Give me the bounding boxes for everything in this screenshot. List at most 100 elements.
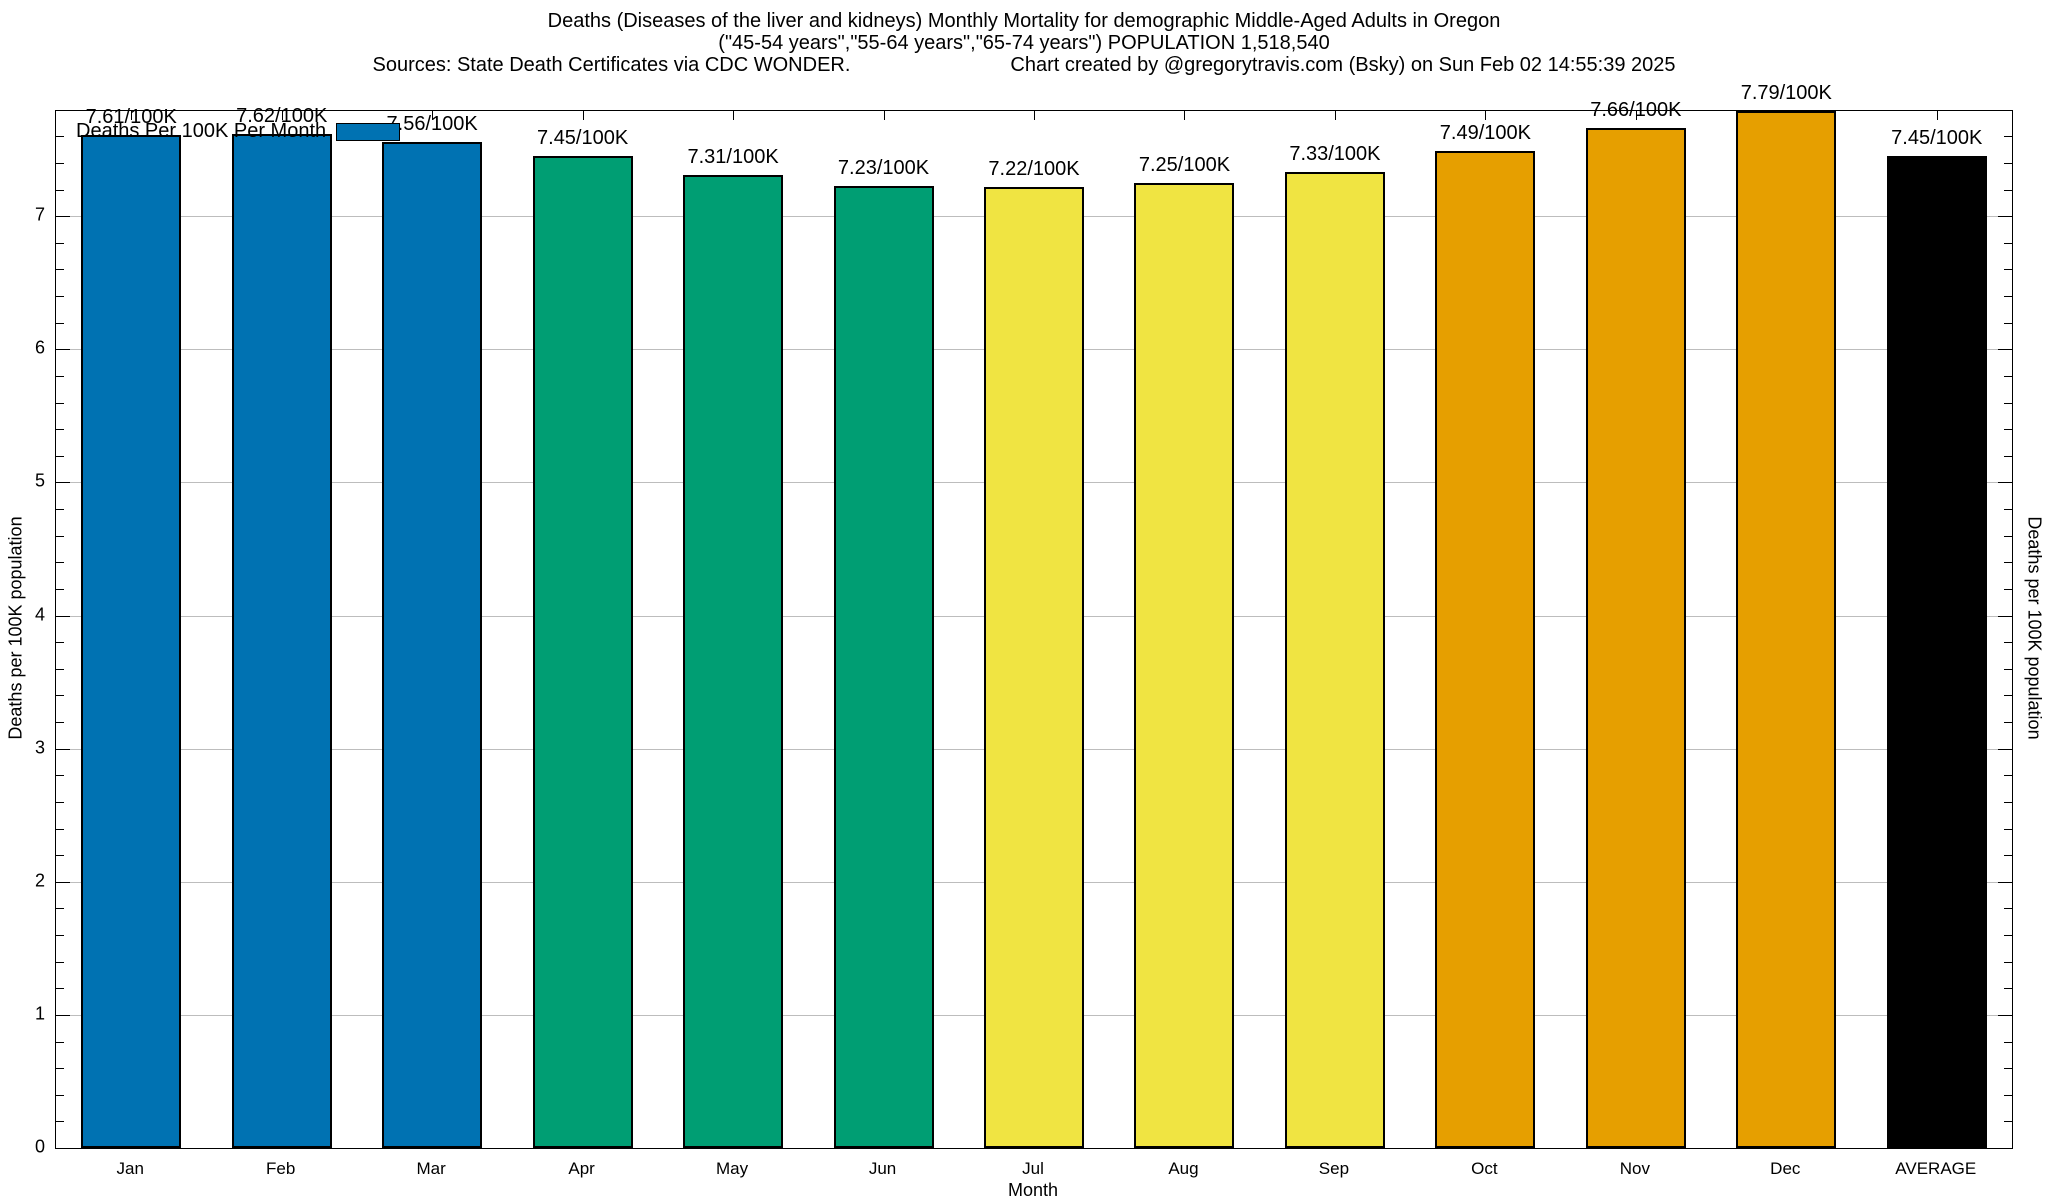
- y-minor-tick-right: [2004, 988, 2012, 990]
- x-top-tick: [131, 111, 133, 120]
- y-minor-tick-right: [2004, 162, 2012, 164]
- x-tick-label: Aug: [1168, 1159, 1199, 1178]
- y-minor-tick-left: [56, 296, 64, 298]
- y-minor-tick-left: [56, 935, 64, 936]
- y-minor-tick-right: [2004, 322, 2012, 324]
- bar-value-label: 7.61/100K: [85, 105, 177, 128]
- y-minor-tick-right: [2004, 1041, 2012, 1043]
- bar: [984, 186, 1084, 1148]
- bar-value-label: 7.45/100K: [1891, 127, 1983, 150]
- y-major-tick-left: [56, 349, 70, 351]
- y-minor-tick-left: [56, 908, 64, 910]
- x-tick-label: Mar: [416, 1159, 446, 1178]
- y-minor-tick-right: [2004, 961, 2012, 963]
- x-top-tick: [733, 111, 735, 120]
- bar-value-label: 7.25/100K: [1138, 153, 1231, 176]
- x-top-tick: [1334, 111, 1336, 120]
- bar: [1585, 128, 1686, 1148]
- bar-value-label: 7.23/100K: [837, 156, 930, 179]
- y-axis-title-right: Deaths per 100K population: [2024, 516, 2045, 740]
- x-tick-label: AVERAGE: [1895, 1159, 1977, 1178]
- y-major-tick-left: [56, 881, 70, 883]
- y-minor-tick-right: [2004, 136, 2012, 138]
- chart-title: Deaths (Diseases of the liver and kidney…: [547, 10, 1501, 32]
- x-tick-label: Oct: [1471, 1159, 1498, 1178]
- y-tick-label: 5: [34, 470, 45, 491]
- x-tick-label: Jun: [868, 1159, 897, 1178]
- y-minor-tick-right: [2004, 296, 2012, 298]
- chart-subtitle: ("45-54 years","55-64 years","65-74 year…: [718, 32, 1330, 54]
- x-top-tick: [883, 111, 885, 120]
- x-tick-label: Dec: [1770, 1159, 1801, 1178]
- bar-value-label: 7.33/100K: [1289, 143, 1381, 166]
- x-tick-label: May: [716, 1159, 749, 1178]
- chart-sources-text: Sources: State Death Certificates via CD…: [372, 54, 851, 76]
- x-tick-label: Apr: [568, 1159, 595, 1178]
- x-top-tick: [1184, 111, 1186, 120]
- y-minor-tick-right: [2004, 588, 2012, 590]
- y-minor-tick-right: [2004, 775, 2012, 777]
- y-tick-label: 6: [34, 337, 45, 358]
- x-top-tick: [1034, 111, 1035, 120]
- legend: Deaths Per 100K Per Month: [76, 120, 401, 143]
- x-top-tick: [1936, 111, 1938, 120]
- legend-label: Deaths Per 100K Per Month: [76, 120, 327, 142]
- y-minor-tick-right: [2004, 801, 2012, 803]
- y-minor-tick-left: [56, 455, 64, 457]
- y-minor-tick-right: [2004, 535, 2012, 537]
- y-minor-tick-right: [2004, 935, 2012, 936]
- legend-swatch: [336, 122, 401, 141]
- bar-value-label: 7.22/100K: [988, 157, 1080, 180]
- y-minor-tick-right: [2004, 642, 2012, 644]
- plot-area: Deaths Per 100K Per Month 7.61/100K 7.62/…: [55, 82, 2013, 1149]
- y-minor-tick-left: [56, 509, 64, 511]
- x-tick-label: Feb: [266, 1159, 296, 1178]
- y-minor-tick-right: [2004, 722, 2012, 724]
- y-minor-tick-left: [56, 642, 64, 644]
- y-minor-tick-right: [2004, 375, 2012, 377]
- y-tick-label: 0: [34, 1136, 45, 1157]
- bar: [1886, 156, 1987, 1148]
- bar-value-label: 7.31/100K: [687, 145, 779, 168]
- y-major-tick-right: [1998, 615, 2012, 617]
- x-tick-label: Sep: [1318, 1159, 1350, 1178]
- y-minor-tick-right: [2004, 455, 2012, 457]
- x-tick-label: Jul: [1022, 1159, 1044, 1178]
- bar: [1134, 182, 1235, 1148]
- y-major-tick-right: [1998, 482, 2012, 484]
- y-tick-label: 3: [34, 737, 45, 758]
- y-minor-tick-right: [2004, 695, 2012, 697]
- y-major-tick-left: [56, 216, 70, 218]
- y-tick-label: 4: [34, 604, 45, 625]
- y-minor-tick-left: [56, 828, 64, 830]
- y-minor-tick-right: [2004, 402, 2012, 404]
- bar: [81, 134, 182, 1148]
- y-minor-tick-right: [2004, 828, 2012, 830]
- y-major-tick-right: [1998, 748, 2012, 750]
- bar: [231, 133, 332, 1148]
- y-minor-tick-left: [56, 668, 64, 670]
- y-minor-tick-left: [56, 429, 64, 431]
- y-minor-tick-left: [56, 1094, 64, 1096]
- y-minor-tick-left: [56, 588, 64, 590]
- y-major-tick-right: [1998, 881, 2012, 883]
- x-axis-title: Month: [1007, 1180, 1059, 1200]
- y-minor-tick-right: [2004, 429, 2012, 431]
- y-minor-tick-left: [56, 1041, 64, 1043]
- bar: [833, 185, 934, 1148]
- bar-value-label: 7.79/100K: [1740, 82, 1832, 104]
- x-top-tick: [582, 111, 584, 120]
- chart-source-credit-line: Sources: State Death Certificates via CD…: [0, 54, 2048, 76]
- y-minor-tick-right: [2004, 189, 2012, 191]
- y-minor-tick-left: [56, 136, 64, 138]
- x-tick-label: Nov: [1619, 1159, 1650, 1178]
- y-minor-tick-left: [56, 375, 64, 377]
- y-minor-tick-right: [2004, 855, 2012, 857]
- bar-value-label: 7.62/100K: [236, 104, 328, 127]
- y-axis-title-left: Deaths per 100K population: [5, 516, 26, 740]
- y-minor-tick-left: [56, 322, 64, 324]
- y-tick-label: 2: [34, 870, 45, 891]
- y-minor-tick-left: [56, 775, 64, 777]
- y-major-tick-right: [1998, 216, 2012, 218]
